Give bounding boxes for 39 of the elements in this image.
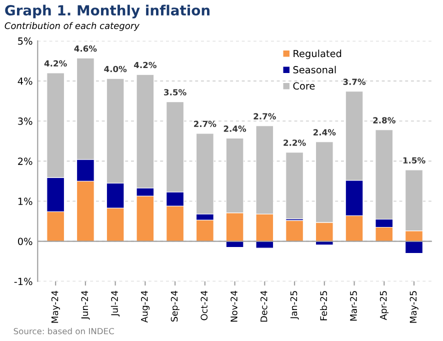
legend-label: Regulated	[294, 50, 342, 60]
x-tick-label: May-25	[410, 291, 418, 323]
x-tick-label: Jan-25	[290, 291, 299, 320]
legend-label: Seasonal	[293, 66, 336, 74]
chart-title: Graph 1. Monthly inflation	[5, 4, 210, 18]
y-tick-label: -1%	[14, 278, 32, 286]
x-tick-label: Oct-24	[200, 290, 208, 320]
x-tick-label: Feb-25	[320, 291, 328, 320]
total-label: 4.2%	[134, 62, 156, 68]
x-tick-label: Nov-24	[230, 290, 238, 322]
x-tick-label: Dec-24	[260, 290, 268, 322]
y-tick-label: 3%	[18, 118, 32, 125]
y-tick-label: 5%	[18, 37, 32, 45]
x-tick-label: Sep-24	[170, 290, 180, 322]
x-tick-label: Jul-24	[110, 290, 120, 316]
y-tick-label: 4%	[18, 77, 32, 85]
x-tick-label: Mar-25	[350, 291, 357, 321]
total-label: 3.7%	[343, 78, 366, 85]
total-label: 3.5%	[164, 89, 186, 96]
total-label: 4.0%	[104, 66, 127, 72]
x-tick-label: Aug-24	[140, 290, 150, 323]
y-tick-label: 2%	[18, 158, 32, 165]
total-label: 2.8%	[373, 117, 396, 124]
total-label: 2.2%	[284, 140, 306, 146]
source-note: Source: based on INDEC	[14, 328, 114, 334]
total-label: 2.4%	[314, 129, 336, 136]
total-label: 1.5%	[403, 157, 426, 164]
total-label: 2.4%	[224, 126, 246, 132]
x-tick-label: Apr-25	[380, 291, 389, 320]
x-tick-label: May-24	[51, 290, 60, 323]
y-tick-label: 1%	[18, 198, 32, 206]
legend-label: Core	[293, 82, 315, 90]
total-label: 2.7%	[194, 120, 216, 128]
chart-subtitle: Contribution of each category	[4, 22, 140, 31]
total-label: 4.2%	[44, 60, 67, 67]
total-label: 2.7%	[254, 113, 276, 120]
y-tick-label: 0%	[18, 238, 32, 246]
x-tick-label: Jun-24	[81, 290, 90, 320]
total-label: 4.6%	[74, 45, 97, 52]
